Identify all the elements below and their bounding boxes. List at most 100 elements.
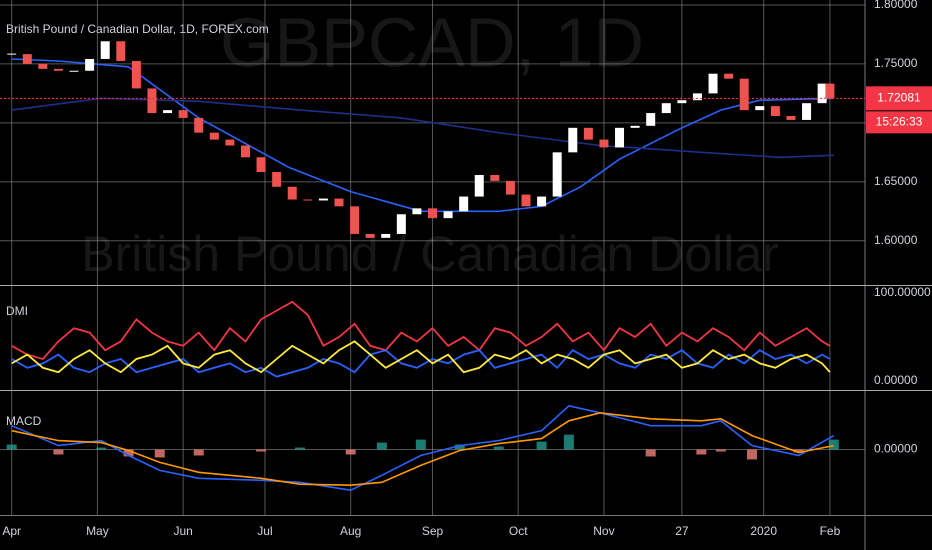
candle-body xyxy=(521,194,531,207)
candle-body xyxy=(69,70,79,72)
candle-body xyxy=(256,157,266,173)
candle-body xyxy=(817,83,827,104)
histogram-bar xyxy=(123,449,134,457)
candle-body xyxy=(739,78,749,111)
candle-body xyxy=(22,54,32,64)
candle-body xyxy=(100,41,110,59)
candle-body xyxy=(770,106,780,117)
histogram-bar xyxy=(6,444,17,450)
histogram-bar xyxy=(454,444,465,450)
pane-title: DMI xyxy=(6,304,28,318)
candle-body xyxy=(428,208,437,219)
histogram-bar xyxy=(563,434,574,450)
histogram-bar xyxy=(536,441,547,450)
candle-body xyxy=(287,186,297,200)
y-tick-label: 1.60000 xyxy=(874,233,918,247)
candle-body xyxy=(646,113,656,126)
histogram-bar xyxy=(53,449,64,455)
histogram-bar xyxy=(193,449,204,456)
candle-body xyxy=(552,152,562,197)
price-label-box xyxy=(866,86,932,111)
histogram-bar xyxy=(295,447,306,450)
chart-title: British Pound / Canadian Dollar, 1D, FOR… xyxy=(6,22,269,36)
candle-body xyxy=(599,139,609,148)
candle-body xyxy=(412,208,422,215)
candle-body xyxy=(677,100,687,104)
x-tick-label: Jun xyxy=(173,524,192,538)
histogram-bar xyxy=(645,449,656,457)
candle-body xyxy=(7,53,17,55)
candle-body xyxy=(474,174,484,197)
candle-body xyxy=(272,172,282,187)
series-line xyxy=(11,58,834,213)
candle-body xyxy=(350,206,360,234)
candle-body xyxy=(661,103,671,114)
histogram-bar xyxy=(345,449,356,455)
histogram-bar xyxy=(696,449,707,455)
candle-body xyxy=(85,58,95,71)
x-tick-label: Feb xyxy=(820,524,841,538)
x-tick-label: Sep xyxy=(422,524,444,538)
histogram-bar xyxy=(715,449,726,452)
candle-body xyxy=(116,41,126,61)
candle-body xyxy=(163,110,173,114)
countdown: 15:26:33 xyxy=(876,115,923,129)
candle-body xyxy=(381,233,391,238)
y-tick-label: 1.75000 xyxy=(874,56,918,70)
grid xyxy=(0,0,865,515)
candle-body xyxy=(53,68,63,71)
x-tick-label: May xyxy=(86,524,109,538)
candle-body xyxy=(615,127,625,148)
x-tick-label: Nov xyxy=(593,524,614,538)
candle-body xyxy=(630,125,640,128)
candle-body xyxy=(38,63,48,69)
histogram-bar xyxy=(828,439,839,450)
y-tick-label: 0.00000 xyxy=(874,442,918,456)
pane-title: MACD xyxy=(6,414,42,428)
candle-body xyxy=(568,127,578,153)
countdown-box xyxy=(866,111,932,134)
candle-body xyxy=(240,145,250,158)
candle-body xyxy=(147,88,157,114)
candle-body xyxy=(537,196,547,207)
candle-body xyxy=(692,93,702,101)
histogram-bar xyxy=(376,442,387,450)
candle-body xyxy=(365,233,375,238)
y-tick-label: 1.80000 xyxy=(874,0,918,11)
series-line xyxy=(11,340,831,374)
histogram-bar xyxy=(256,449,267,452)
watermark-subtitle: British Pound / Canadian Dollar xyxy=(81,226,779,282)
series-line xyxy=(11,349,831,378)
y-tick-label: 100.00000 xyxy=(874,285,931,299)
candle-body xyxy=(708,73,718,94)
candle-body xyxy=(825,83,835,99)
histogram-bar xyxy=(154,449,165,458)
series-line xyxy=(11,300,831,361)
candle-body xyxy=(802,103,812,120)
candle-body xyxy=(225,139,235,146)
candle-body xyxy=(724,73,734,79)
price-label: 1.72081 xyxy=(877,91,921,105)
x-tick-label: 27 xyxy=(675,524,689,538)
candle-body xyxy=(303,199,313,201)
x-tick-label: 2020 xyxy=(750,524,777,538)
y-tick-label: 0.00000 xyxy=(874,373,918,387)
x-tick-label: Apr xyxy=(2,524,21,538)
histogram-bar xyxy=(793,449,804,453)
candle-body xyxy=(505,180,515,195)
histogram-bar xyxy=(96,447,107,450)
histogram-bar xyxy=(415,439,426,450)
series-line xyxy=(11,97,834,159)
candle-body xyxy=(318,198,328,201)
histogram-bar xyxy=(747,449,758,460)
candle-body xyxy=(490,174,500,181)
candle-body xyxy=(755,106,765,111)
candle-body xyxy=(194,117,204,133)
y-tick-label: 1.65000 xyxy=(874,174,918,188)
candle-body xyxy=(459,196,469,212)
series-line xyxy=(11,411,834,487)
candle-body xyxy=(178,110,188,118)
x-tick-label: Aug xyxy=(340,524,361,538)
